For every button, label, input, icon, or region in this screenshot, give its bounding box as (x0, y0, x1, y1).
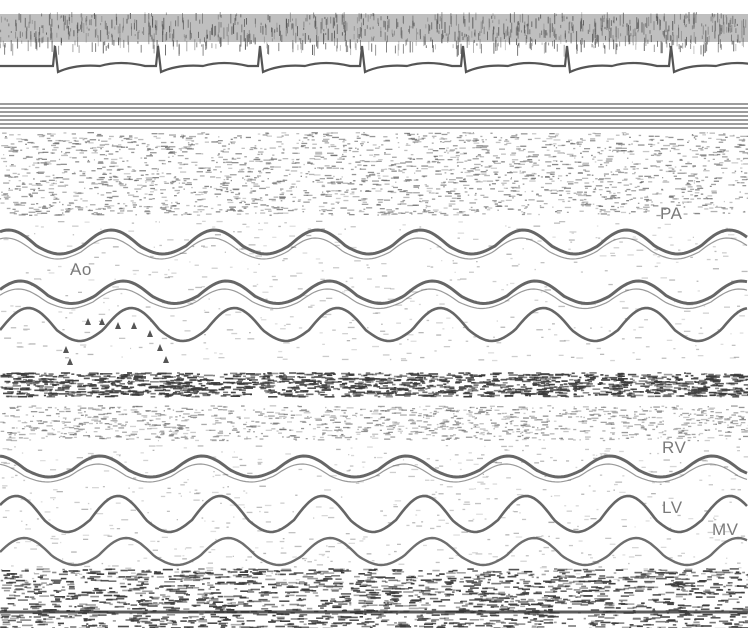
pa-label: PA (660, 204, 682, 224)
rv-label: RV (662, 438, 686, 458)
ao-label: Ao (70, 260, 92, 280)
lv-label: LV (662, 498, 683, 518)
ecg-trace (0, 12, 748, 72)
upper-m-mode-panel (0, 104, 748, 398)
mv-label: MV (712, 520, 739, 540)
lower-m-mode-panel (0, 405, 748, 628)
